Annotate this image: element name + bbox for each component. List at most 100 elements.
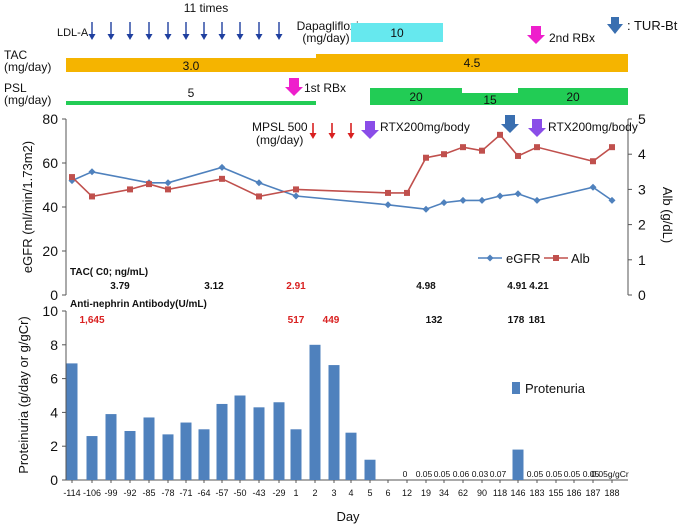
bar-y-tick-label: 6	[50, 371, 58, 387]
ldl-arrow-head	[236, 34, 244, 40]
proteinuria-bar	[512, 449, 524, 480]
egfr-alb-line-chart: 0 20 40 60 80 0 1 2 3 4 5 eGFR (ml/min/1.73m2) Alb (…	[20, 111, 675, 303]
bar-y-tick-label: 10	[42, 303, 58, 319]
ldl-arrow-head	[255, 34, 263, 40]
alb-point	[385, 189, 391, 196]
ldl-arrow-head	[275, 34, 283, 40]
bar-x-tick-label: -57	[215, 488, 228, 498]
legend-alb-label: Alb	[571, 251, 590, 266]
bar-x-tick-label: 5	[367, 488, 372, 498]
alb-point	[534, 144, 540, 151]
bar-value-label: 0.05	[416, 469, 433, 479]
anti-nephrin-value: 517	[288, 315, 305, 326]
series-line-alb	[71, 133, 613, 198]
bar-x-tick-label: 12	[402, 488, 412, 498]
egfr-point	[478, 196, 486, 204]
alb-point	[497, 131, 503, 138]
tac-bar-2	[316, 54, 628, 72]
alb-point	[515, 152, 521, 159]
ldl-arrow	[275, 22, 283, 40]
psl-dose-1: 5	[188, 86, 195, 100]
bar-x-tick-label: -92	[123, 488, 136, 498]
right-y-tick-label: 4	[638, 146, 646, 162]
anti-nephrin-value: 178	[508, 315, 525, 326]
dapagliflozin-dose: 10	[390, 26, 404, 40]
psl-bar-1	[66, 101, 316, 105]
egfr-point	[218, 163, 226, 171]
bar-value-label: 0.06	[453, 469, 470, 479]
tac-c0-label: TAC( C0; ng/mL)	[70, 267, 148, 278]
right-y-tick-label: 0	[638, 287, 646, 303]
alb-point	[609, 144, 615, 151]
ldl-arrow	[164, 22, 172, 40]
tur-legend-label: : TUR-Bt	[627, 18, 678, 33]
bar-value-label: 0.07	[490, 469, 507, 479]
bar-value-label: 0.05	[564, 469, 581, 479]
bar-x-tick-label: -29	[272, 488, 285, 498]
proteinuria-bar	[273, 402, 285, 480]
legend-proteinuria-label: Protenuria	[525, 381, 586, 396]
bar-x-tick-label: 155	[548, 488, 563, 498]
proteinuria-bar	[86, 436, 98, 480]
tac-unit: (mg/day)	[4, 60, 51, 74]
legend-egfr-marker	[486, 254, 494, 262]
dapagliflozin-bar	[351, 23, 443, 42]
right-y-tick-label: 5	[638, 111, 646, 127]
proteinuria-bar	[216, 403, 228, 480]
bar-x-tick-label: 19	[421, 488, 431, 498]
proteinuria-bar	[290, 429, 302, 480]
tur-bt-arrow	[501, 115, 519, 133]
dapagliflozin-label: Dapagliflozin	[297, 19, 366, 33]
bar-x-tick-label: 186	[566, 488, 581, 498]
ldl-times-label: 11 times	[184, 1, 228, 15]
bar-y-tick-label: 2	[50, 438, 58, 454]
bar-x-tick-label: 146	[510, 488, 525, 498]
alb-point	[146, 181, 152, 188]
egfr-point	[608, 196, 616, 204]
rbx2-arrow	[527, 26, 545, 44]
ldl-arrow	[255, 22, 263, 40]
bar-x-tick-label: 187	[585, 488, 600, 498]
tac-c0-value: 4.91	[507, 281, 527, 292]
egfr-point	[164, 179, 172, 187]
series-line-egfr	[71, 166, 613, 211]
left-y-tick-label: 60	[42, 155, 58, 171]
proteinuria-bar	[162, 434, 174, 480]
psl-dose-2: 20	[409, 90, 423, 104]
ldl-arrow-head	[126, 34, 134, 40]
alb-point	[69, 174, 75, 181]
right-y-tick-label: 2	[638, 217, 646, 233]
rtx1-arrow	[361, 121, 379, 139]
left-y-tick-label: 40	[42, 199, 58, 215]
alb-point	[293, 186, 299, 193]
left-y-tick-label: 20	[42, 243, 58, 259]
bar-x-tick-label: 183	[529, 488, 544, 498]
rtx2-arrow	[528, 119, 546, 137]
egfr-point	[459, 196, 467, 204]
left-y-tick-label: 80	[42, 111, 58, 127]
tac-c0-value: 3.12	[204, 281, 224, 292]
bar-value-label: 0.05g/gCr	[591, 469, 628, 479]
bar-x-tick-label: 62	[458, 488, 468, 498]
proteinuria-bar	[198, 429, 210, 480]
egfr-point	[384, 201, 392, 209]
proteinuria-bar	[124, 430, 136, 480]
bar-value-label: 0.05	[434, 469, 451, 479]
alb-point	[219, 175, 225, 182]
bar-x-tick-label: -85	[142, 488, 155, 498]
mpsl-arrow-head	[309, 133, 317, 139]
ldl-arrow-head	[145, 34, 153, 40]
tac-c0-value: 4.98	[416, 281, 436, 292]
ldl-arrow	[182, 22, 190, 40]
egfr-point	[255, 179, 263, 187]
proteinuria-bar	[345, 432, 357, 480]
bar-x-tick-label: -114	[63, 488, 80, 498]
tur-legend-icon	[607, 17, 623, 34]
bar-value-label: 0	[403, 469, 408, 479]
alb-point	[460, 144, 466, 151]
ldl-arrow-head	[218, 34, 226, 40]
proteinuria-bar	[328, 365, 340, 480]
bar-value-label: 0.03	[472, 469, 489, 479]
